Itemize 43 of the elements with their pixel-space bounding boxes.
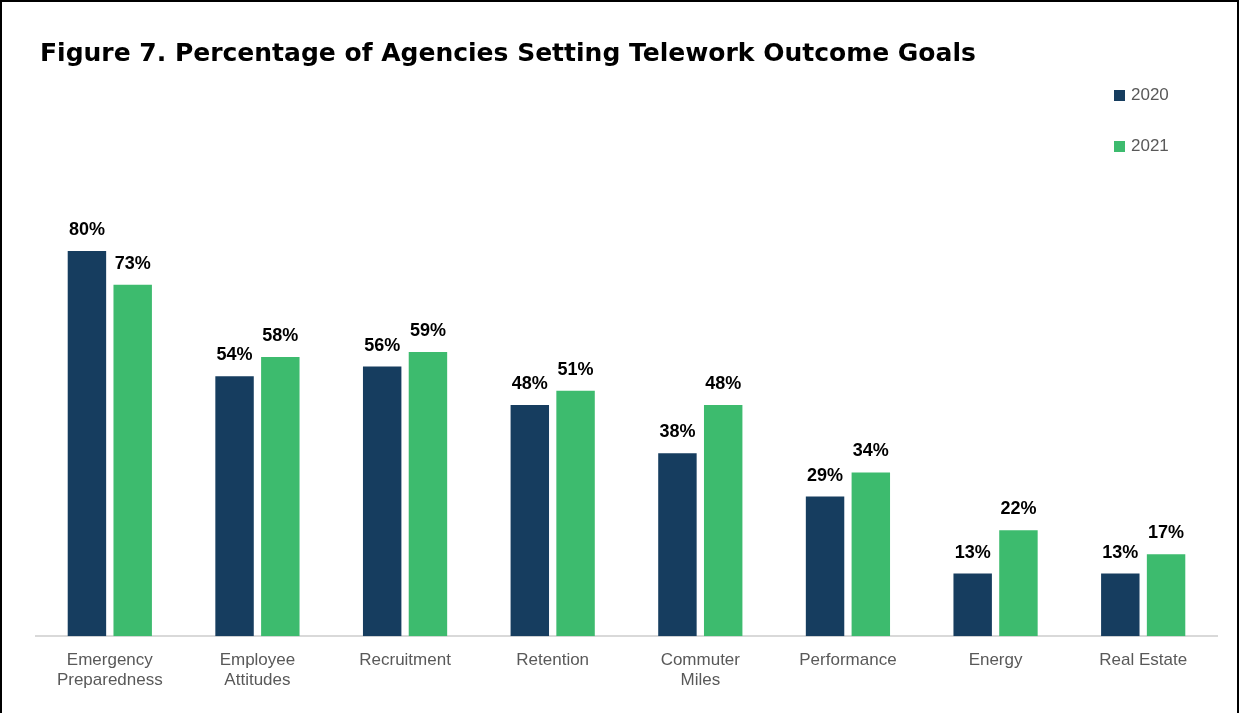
- data-label: 58%: [262, 324, 299, 345]
- bar: [215, 376, 254, 637]
- x-tick-label: Recruitment: [359, 650, 452, 670]
- x-tick-label: Energy: [968, 650, 1023, 670]
- bar: [113, 284, 152, 637]
- data-label: 54%: [216, 344, 253, 365]
- data-label: 51%: [557, 358, 594, 379]
- bar: [556, 390, 595, 637]
- bar: [408, 352, 448, 637]
- data-label: 13%: [954, 541, 991, 562]
- legend-label: 2021: [1131, 136, 1169, 156]
- chart-title: Figure 7. Percentage of Agencies Setting Telework Outcome Goals: [40, 38, 976, 67]
- x-tick-label: Employee Attitudes: [219, 650, 296, 690]
- data-label: 48%: [705, 373, 742, 394]
- x-tick-label: Real Estate: [1099, 650, 1188, 670]
- data-label: 38%: [659, 421, 696, 442]
- x-tick-label: Commuter Miles: [660, 650, 741, 690]
- bar: [1101, 573, 1140, 637]
- bar: [851, 472, 891, 637]
- data-label: 56%: [364, 334, 401, 355]
- bar: [510, 405, 550, 637]
- data-label: 80%: [68, 218, 105, 239]
- bar: [658, 453, 697, 637]
- x-tick-label: Emergency Preparedness: [56, 650, 163, 690]
- bar: [953, 573, 992, 637]
- x-tick-label: Retention: [516, 650, 590, 670]
- data-label: 17%: [1148, 522, 1185, 543]
- x-tick-label: Performance: [799, 650, 897, 670]
- bar: [362, 366, 402, 637]
- bar: [805, 496, 845, 637]
- data-label: 34%: [852, 440, 889, 461]
- bar: [261, 356, 300, 637]
- bar: [67, 251, 107, 637]
- bar: [1146, 554, 1186, 637]
- data-label: 48%: [511, 373, 548, 394]
- data-label: 59%: [409, 320, 446, 341]
- legend-label: 2020: [1131, 85, 1169, 105]
- data-label: 73%: [114, 252, 151, 273]
- bar: [703, 405, 743, 637]
- data-label: 22%: [1000, 498, 1037, 519]
- data-label: 29%: [807, 464, 844, 485]
- data-label: 13%: [1102, 541, 1139, 562]
- bar: [999, 530, 1038, 637]
